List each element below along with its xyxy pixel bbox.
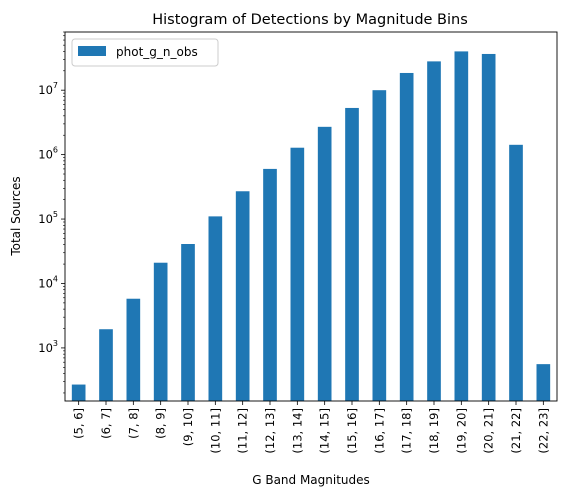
plot-frame bbox=[64, 31, 558, 402]
bar bbox=[126, 298, 141, 401]
x-tick-label: (18, 19] bbox=[427, 408, 441, 454]
x-tick-label: (8, 9] bbox=[154, 408, 168, 439]
x-tick-label: (20, 21] bbox=[482, 408, 496, 454]
y-tick-label: 107 bbox=[38, 81, 58, 97]
x-tick-label: (13, 14] bbox=[290, 408, 304, 454]
bar bbox=[427, 61, 441, 401]
y-axis-label: Total Sources bbox=[9, 176, 23, 256]
legend-swatch bbox=[78, 46, 106, 56]
x-tick-label: (6, 7] bbox=[99, 408, 113, 439]
x-tick-label: (21, 22] bbox=[509, 408, 523, 454]
y-tick-label: 103 bbox=[38, 339, 58, 355]
x-tick-label: (19, 20] bbox=[454, 408, 468, 454]
bar bbox=[454, 51, 469, 402]
x-tick-label: (14, 15] bbox=[318, 408, 332, 454]
y-tick-label: 104 bbox=[38, 274, 58, 290]
bar bbox=[263, 168, 277, 401]
x-tick-label: (12, 13] bbox=[263, 408, 277, 454]
x-tick-label: (7, 8] bbox=[126, 408, 140, 439]
bar bbox=[290, 147, 305, 401]
bar bbox=[399, 72, 414, 401]
chart-title: Histogram of Detections by Magnitude Bin… bbox=[152, 12, 468, 28]
x-axis-label: G Band Magnitudes bbox=[252, 473, 370, 487]
bar bbox=[99, 329, 113, 401]
x-tick-label: (16, 17] bbox=[372, 408, 386, 454]
x-tick-label: (10, 11] bbox=[208, 408, 222, 454]
bar bbox=[235, 191, 250, 401]
bar bbox=[481, 53, 496, 402]
bar bbox=[181, 244, 195, 401]
x-axis-ticks: (5, 6] (6, 7] (7, 8] (8, 9] (9, 10] (10, 11] (… bbox=[72, 401, 550, 454]
bar bbox=[536, 364, 551, 401]
bar bbox=[509, 144, 523, 401]
y-axis-ticks: 103 104 105 106 107 bbox=[38, 81, 65, 355]
x-tick-label: (11, 12] bbox=[236, 408, 250, 454]
bar bbox=[71, 384, 86, 401]
bar bbox=[153, 262, 168, 401]
bar bbox=[372, 90, 387, 401]
legend-box bbox=[71, 38, 219, 67]
x-tick-label: (15, 16] bbox=[345, 408, 359, 454]
x-tick-label: (5, 6] bbox=[72, 408, 86, 439]
legend-label: phot_g_n_obs bbox=[116, 45, 198, 59]
x-tick-label: (17, 18] bbox=[400, 408, 414, 454]
y-tick-label: 105 bbox=[38, 210, 58, 226]
y-tick-label: 106 bbox=[38, 146, 58, 162]
x-tick-label: (22, 23] bbox=[536, 408, 550, 454]
bar bbox=[317, 126, 332, 401]
bar bbox=[208, 216, 223, 401]
x-tick-label: (9, 10] bbox=[181, 408, 195, 446]
bar bbox=[345, 107, 359, 401]
bars-group bbox=[71, 51, 551, 402]
legend: phot_g_n_obs bbox=[71, 38, 219, 67]
